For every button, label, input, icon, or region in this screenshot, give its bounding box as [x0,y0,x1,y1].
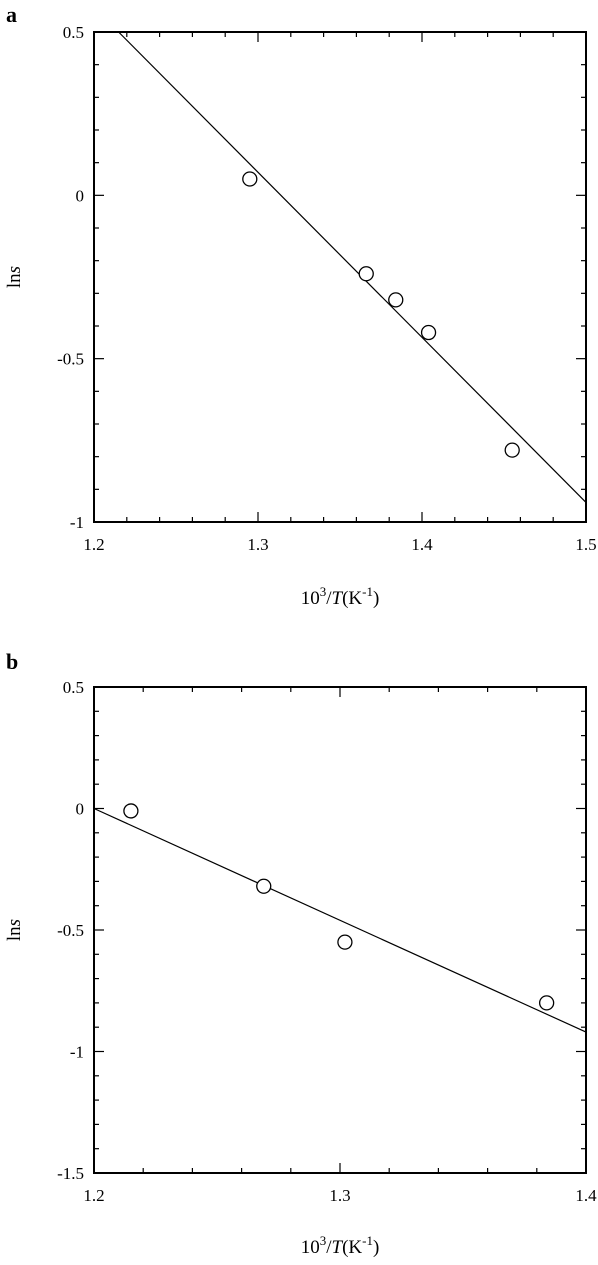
data-point [420,324,437,341]
y-tick-label: -1.5 [57,1164,84,1183]
data-point [256,878,272,894]
x-tick-label: 1.3 [247,535,268,554]
y-tick-labels-b: 0.5 0 -0.5 -1 -1.5 [57,678,84,1183]
y-tick-label: 0.5 [63,678,84,697]
x-tick-labels-a: 1.2 1.3 1.4 1.5 [83,535,596,554]
data-points-b [123,803,555,1011]
panel-a-letter: a [6,2,17,27]
y-tick-label: 0 [76,186,85,205]
y-tick-label: -1 [70,513,84,532]
chart-panel-b: b 1.2 1.3 1.4 0.5 0 -0.5 -1 -1.5 103/T(K-1) ln… [4,649,597,1258]
x-tick-label: 1.2 [83,1186,104,1205]
data-point [388,292,404,308]
x-axis-label-b: 103/T(K-1) [301,1233,380,1258]
panel-b-letter: b [6,649,18,674]
x-tick-labels-b: 1.2 1.3 1.4 [83,1186,597,1205]
y-tick-label: -0.5 [57,350,84,369]
x-tick-label: 1.5 [575,535,596,554]
y-tick-label: -1 [70,1043,84,1062]
x-tick-label: 1.2 [83,535,104,554]
y-tick-label: 0 [76,800,85,819]
x-tick-label: 1.3 [329,1186,350,1205]
y-tick-label: 0.5 [63,23,84,42]
data-point [538,995,555,1011]
y-axis-label-b: lns [4,919,25,941]
data-point [123,803,139,819]
data-point [504,442,520,458]
x-tick-label: 1.4 [411,535,433,554]
x-tick-label: 1.4 [575,1186,597,1205]
chart-panel-a: a 1.2 1.3 1.4 1.5 0.5 0 -0.5 -1 103/T(K-1) lns [4,2,597,609]
y-tick-label: -0.5 [57,921,84,940]
x-axis-label-a: 103/T(K-1) [301,584,380,609]
ticks-b [93,686,587,1174]
data-point [358,266,374,282]
data-point [242,171,258,187]
fit-line-a [118,31,587,503]
y-tick-labels-a: 0.5 0 -0.5 -1 [57,23,84,532]
data-point [337,934,353,950]
y-axis-label-a: lns [4,266,25,288]
plot-frame-b [93,686,587,1174]
ticks-a [93,31,587,523]
fit-line-b [93,807,587,1033]
data-points-a [242,171,520,458]
plot-frame-a [93,31,587,523]
